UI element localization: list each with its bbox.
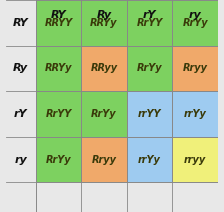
Bar — [127, 91, 172, 137]
Text: RrYy: RrYy — [182, 18, 208, 28]
Bar — [81, 0, 127, 46]
Bar — [81, 46, 127, 91]
Bar — [127, 46, 172, 91]
Text: ry: ry — [14, 155, 27, 165]
Text: Ry: Ry — [13, 63, 28, 73]
Text: Ry: Ry — [97, 10, 112, 20]
Text: rryy: rryy — [184, 155, 206, 165]
Text: RRYy: RRYy — [45, 63, 72, 73]
Text: rrYy: rrYy — [138, 155, 161, 165]
Bar — [36, 0, 81, 46]
Text: Rryy: Rryy — [183, 63, 208, 73]
Text: RrYy: RrYy — [91, 109, 117, 119]
Bar — [81, 91, 127, 137]
Text: rY: rY — [143, 10, 156, 20]
Bar — [172, 137, 218, 182]
Text: rrYY: rrYY — [138, 109, 161, 119]
Text: rY: rY — [14, 109, 28, 119]
Text: rrYy: rrYy — [184, 109, 207, 119]
Bar — [36, 46, 81, 91]
Text: RRYy: RRYy — [90, 18, 118, 28]
Bar — [172, 91, 218, 137]
Text: RrYy: RrYy — [46, 155, 71, 165]
Bar — [172, 46, 218, 91]
Text: RRyy: RRyy — [90, 63, 118, 73]
Text: Rryy: Rryy — [92, 155, 116, 165]
Bar — [36, 91, 81, 137]
Bar — [127, 0, 172, 46]
Text: RY: RY — [51, 10, 66, 20]
Text: RRYY: RRYY — [44, 18, 73, 28]
Text: ry: ry — [189, 10, 202, 20]
Bar — [36, 137, 81, 182]
Bar — [172, 0, 218, 46]
Text: RrYy: RrYy — [137, 63, 162, 73]
Text: RY: RY — [13, 18, 29, 28]
Bar — [81, 137, 127, 182]
Bar — [127, 137, 172, 182]
Text: RrYY: RrYY — [45, 109, 71, 119]
Text: RrYY: RrYY — [136, 18, 163, 28]
